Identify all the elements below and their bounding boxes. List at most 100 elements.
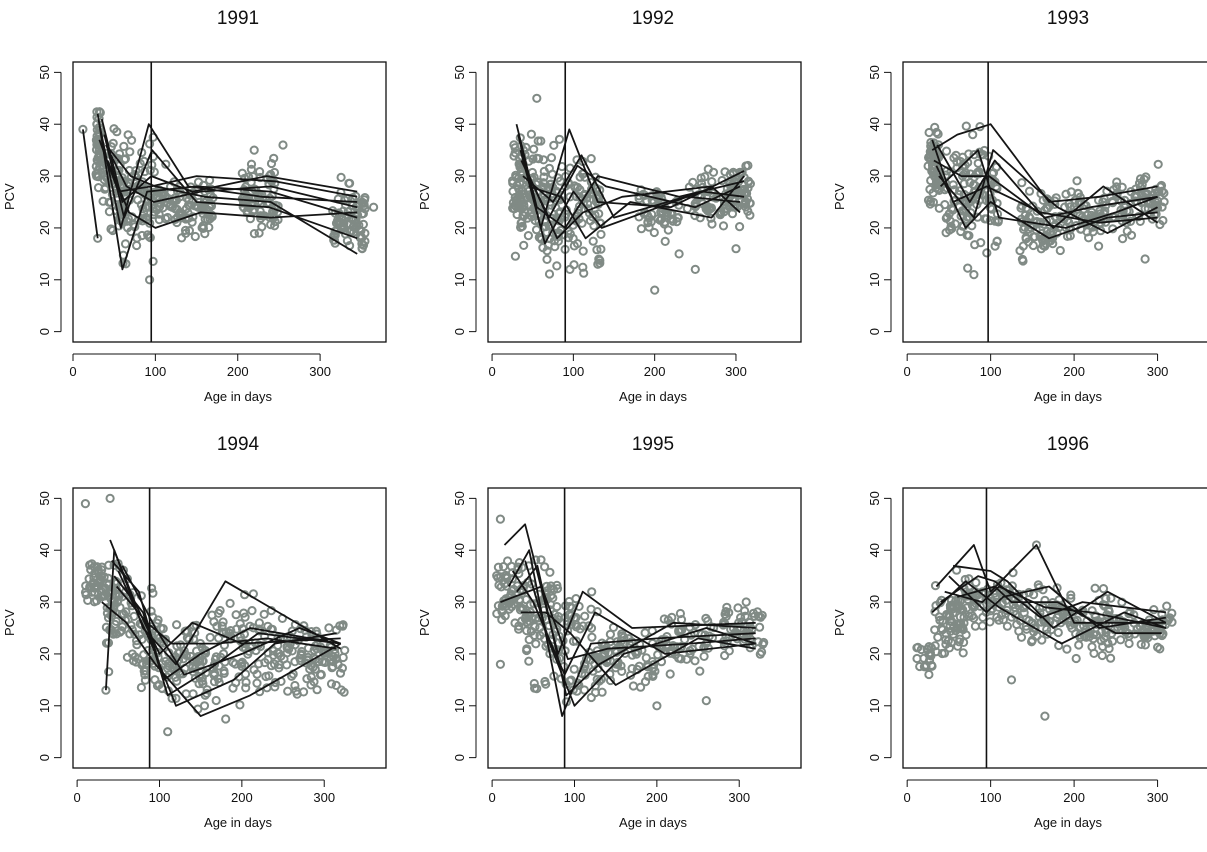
data-point xyxy=(1017,254,1027,264)
data-point xyxy=(516,222,526,232)
data-point xyxy=(572,239,583,249)
data-point xyxy=(584,621,594,631)
x-tick-label: 300 xyxy=(1147,364,1169,379)
data-point xyxy=(959,618,969,628)
data-point xyxy=(1027,637,1037,647)
data-point xyxy=(542,254,552,264)
data-point xyxy=(741,161,751,171)
data-point xyxy=(1029,623,1039,633)
y-tick-label: 30 xyxy=(452,169,467,183)
trajectory-line xyxy=(98,139,358,198)
x-tick-label: 100 xyxy=(980,364,1002,379)
data-point xyxy=(1140,640,1150,650)
data-point xyxy=(305,664,315,674)
data-point xyxy=(926,175,936,186)
data-point xyxy=(1112,177,1122,187)
trajectory-lines xyxy=(515,123,745,245)
y-tick-label: 40 xyxy=(867,117,882,131)
x-axis-label: Age in days xyxy=(204,815,272,830)
data-point xyxy=(640,628,650,638)
data-point xyxy=(628,681,638,691)
data-point xyxy=(127,135,137,145)
data-point xyxy=(111,591,121,601)
data-point xyxy=(199,648,209,658)
trajectory-line xyxy=(935,544,1166,624)
data-point xyxy=(510,251,521,261)
trajectory-lines xyxy=(931,544,1167,645)
y-tick-label: 50 xyxy=(867,65,882,79)
panel-title: 1995 xyxy=(631,434,675,455)
data-point xyxy=(542,246,552,256)
data-point xyxy=(673,213,683,223)
data-point xyxy=(357,233,367,243)
data-point xyxy=(749,611,760,621)
data-point xyxy=(1091,630,1102,640)
x-tick-label: 0 xyxy=(69,364,76,379)
data-point xyxy=(720,650,730,661)
data-point xyxy=(184,226,194,236)
data-point xyxy=(1019,608,1029,618)
trajectory-line xyxy=(936,144,1159,229)
data-point xyxy=(949,153,959,163)
data-point xyxy=(701,696,711,706)
data-point xyxy=(945,225,955,235)
data-point xyxy=(339,687,349,697)
data-point xyxy=(963,263,973,273)
data-point xyxy=(1072,176,1082,186)
y-tick-label: 20 xyxy=(37,221,52,235)
data-point xyxy=(496,572,506,582)
data-point xyxy=(284,644,294,654)
data-point xyxy=(104,197,114,207)
data-point xyxy=(1087,207,1097,217)
y-tick-label: 10 xyxy=(452,273,467,287)
y-tick-label: 40 xyxy=(452,117,467,131)
x-tick-label: 100 xyxy=(149,790,171,805)
data-point xyxy=(91,145,102,155)
data-point xyxy=(644,222,654,232)
data-point xyxy=(961,630,971,640)
data-point xyxy=(522,645,532,656)
data-point xyxy=(502,581,512,591)
data-point xyxy=(937,648,947,659)
data-point xyxy=(539,188,549,199)
data-point xyxy=(101,638,112,648)
data-point xyxy=(565,676,575,686)
data-point xyxy=(1074,640,1084,650)
data-point xyxy=(1099,209,1109,219)
data-point xyxy=(312,685,322,695)
panel-title: 1991 xyxy=(216,8,260,29)
data-point xyxy=(617,666,627,676)
data-point xyxy=(594,209,604,219)
data-point xyxy=(1043,203,1053,213)
data-point xyxy=(369,202,379,212)
trajectory-line xyxy=(957,585,1162,635)
data-point xyxy=(303,652,313,662)
data-point xyxy=(569,260,579,270)
data-point xyxy=(653,650,663,660)
data-point xyxy=(992,236,1002,247)
trajectory-line xyxy=(105,144,358,209)
data-point xyxy=(588,666,598,676)
data-point xyxy=(539,166,549,176)
x-axis-label: Age in days xyxy=(1034,389,1102,404)
data-point xyxy=(740,199,751,209)
data-point xyxy=(132,240,142,251)
data-point xyxy=(1036,244,1046,254)
data-point xyxy=(695,666,705,676)
data-point xyxy=(531,639,541,649)
data-point xyxy=(674,249,684,259)
x-tick-label: 0 xyxy=(488,364,495,379)
data-point xyxy=(340,645,350,655)
trajectory-line xyxy=(952,564,1167,629)
data-point xyxy=(933,129,943,139)
data-point xyxy=(1155,644,1165,654)
data-point xyxy=(932,179,943,189)
data-point xyxy=(595,185,605,195)
data-point xyxy=(545,567,555,577)
trajectory-line xyxy=(516,564,756,697)
data-point xyxy=(976,238,986,248)
data-point xyxy=(145,275,155,285)
data-point xyxy=(211,695,221,706)
trajectory-line xyxy=(116,585,337,650)
data-point xyxy=(578,262,588,272)
